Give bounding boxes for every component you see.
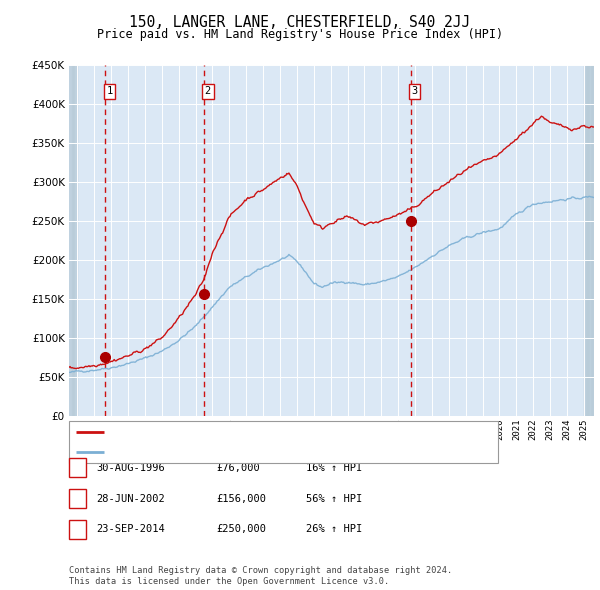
Text: 30-AUG-1996: 30-AUG-1996 (96, 463, 165, 473)
Text: 150, LANGER LANE, CHESTERFIELD, S40 2JJ (detached house): 150, LANGER LANE, CHESTERFIELD, S40 2JJ … (108, 427, 444, 437)
Text: 28-JUN-2002: 28-JUN-2002 (96, 494, 165, 503)
Text: £76,000: £76,000 (216, 463, 260, 473)
Text: 2: 2 (205, 86, 211, 96)
Text: Price paid vs. HM Land Registry's House Price Index (HPI): Price paid vs. HM Land Registry's House … (97, 28, 503, 41)
Text: 2: 2 (74, 494, 80, 503)
Text: 3: 3 (412, 86, 418, 96)
Bar (69, 65, 77, 416)
Text: 1: 1 (74, 463, 80, 473)
Text: HPI: Average price, detached house, Chesterfield: HPI: Average price, detached house, Ches… (108, 447, 396, 457)
Text: 16% ↑ HPI: 16% ↑ HPI (306, 463, 362, 473)
Text: £156,000: £156,000 (216, 494, 266, 503)
Text: 26% ↑ HPI: 26% ↑ HPI (306, 525, 362, 534)
Text: 56% ↑ HPI: 56% ↑ HPI (306, 494, 362, 503)
Text: 3: 3 (74, 525, 80, 534)
Bar (584, 65, 594, 416)
Text: 150, LANGER LANE, CHESTERFIELD, S40 2JJ: 150, LANGER LANE, CHESTERFIELD, S40 2JJ (130, 15, 470, 30)
Text: Contains HM Land Registry data © Crown copyright and database right 2024.
This d: Contains HM Land Registry data © Crown c… (69, 566, 452, 586)
Text: 1: 1 (106, 86, 113, 96)
Text: £250,000: £250,000 (216, 525, 266, 534)
Text: 23-SEP-2014: 23-SEP-2014 (96, 525, 165, 534)
